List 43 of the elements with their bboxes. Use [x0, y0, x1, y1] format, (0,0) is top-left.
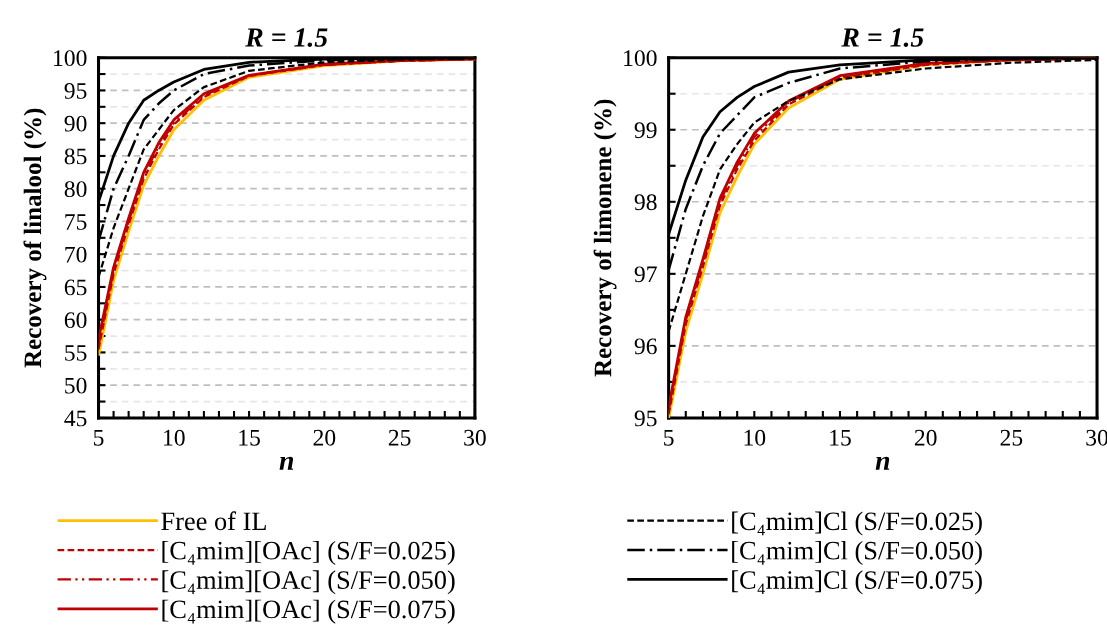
x-tick-label: 10 [164, 429, 185, 446]
y-tick-label: 55 [65, 345, 87, 361]
legend-label: [C₄mim][OAc] (S/F=0.025) [162, 540, 455, 565]
x-axis-title: n [875, 456, 890, 470]
y-tick-label: 99 [634, 122, 657, 139]
y-tick-label: 100 [624, 50, 657, 67]
y-tick-label: 60 [64, 312, 87, 329]
x-tick-label: 25 [388, 429, 411, 446]
y-axis-title: Recovery of linalool (%) [23, 108, 47, 368]
chart-title: R = 1.5 [245, 28, 328, 47]
legend-label: [C₄mim][OAc] (S/F=0.075) [162, 599, 455, 624]
x-tick-label: 10 [744, 429, 766, 446]
y-tick-label: 70 [65, 246, 87, 263]
y-tick-label: 75 [65, 214, 87, 230]
y-tick-label: 95 [64, 83, 87, 99]
legend-label: [C₄mim]Cl (S/F=0.025) [732, 511, 982, 536]
y-tick-label: 50 [65, 377, 87, 394]
x-tick-label: 30 [464, 429, 486, 446]
y-tick-label: 65 [64, 279, 87, 296]
x-tick-label: 5 [93, 429, 104, 446]
legend-label: [C₄mim]Cl (S/F=0.050) [732, 540, 982, 565]
y-tick-label: 90 [64, 115, 87, 132]
y-tick-label: 96 [634, 338, 657, 355]
x-tick-label: 15 [830, 429, 851, 446]
x-tick-label: 20 [313, 429, 336, 446]
x-tick-label: 25 [1000, 429, 1023, 446]
x-axis-title: n [279, 456, 294, 470]
y-tick-label: 97 [634, 266, 657, 283]
y-tick-label: 98 [634, 194, 657, 211]
y-tick-label: 100 [54, 50, 87, 67]
y-tick-label: 95 [634, 410, 657, 427]
y-tick-label: 45 [64, 410, 87, 427]
x-tick-label: 15 [239, 429, 260, 446]
legend-label: [C₄mim]Cl (S/F=0.075) [732, 570, 982, 595]
x-tick-label: 5 [664, 429, 674, 446]
legend-label: Free of IL [161, 511, 266, 531]
chart-title: R = 1.5 [841, 28, 924, 47]
y-axis-title: Recovery of limonene (%) [593, 99, 617, 377]
x-tick-label: 20 [914, 429, 937, 446]
x-tick-label: 30 [1086, 429, 1107, 446]
y-tick-label: 80 [64, 181, 87, 198]
legend-label: [C₄mim][OAc] (S/F=0.050) [162, 570, 455, 595]
y-tick-label: 85 [64, 148, 87, 165]
